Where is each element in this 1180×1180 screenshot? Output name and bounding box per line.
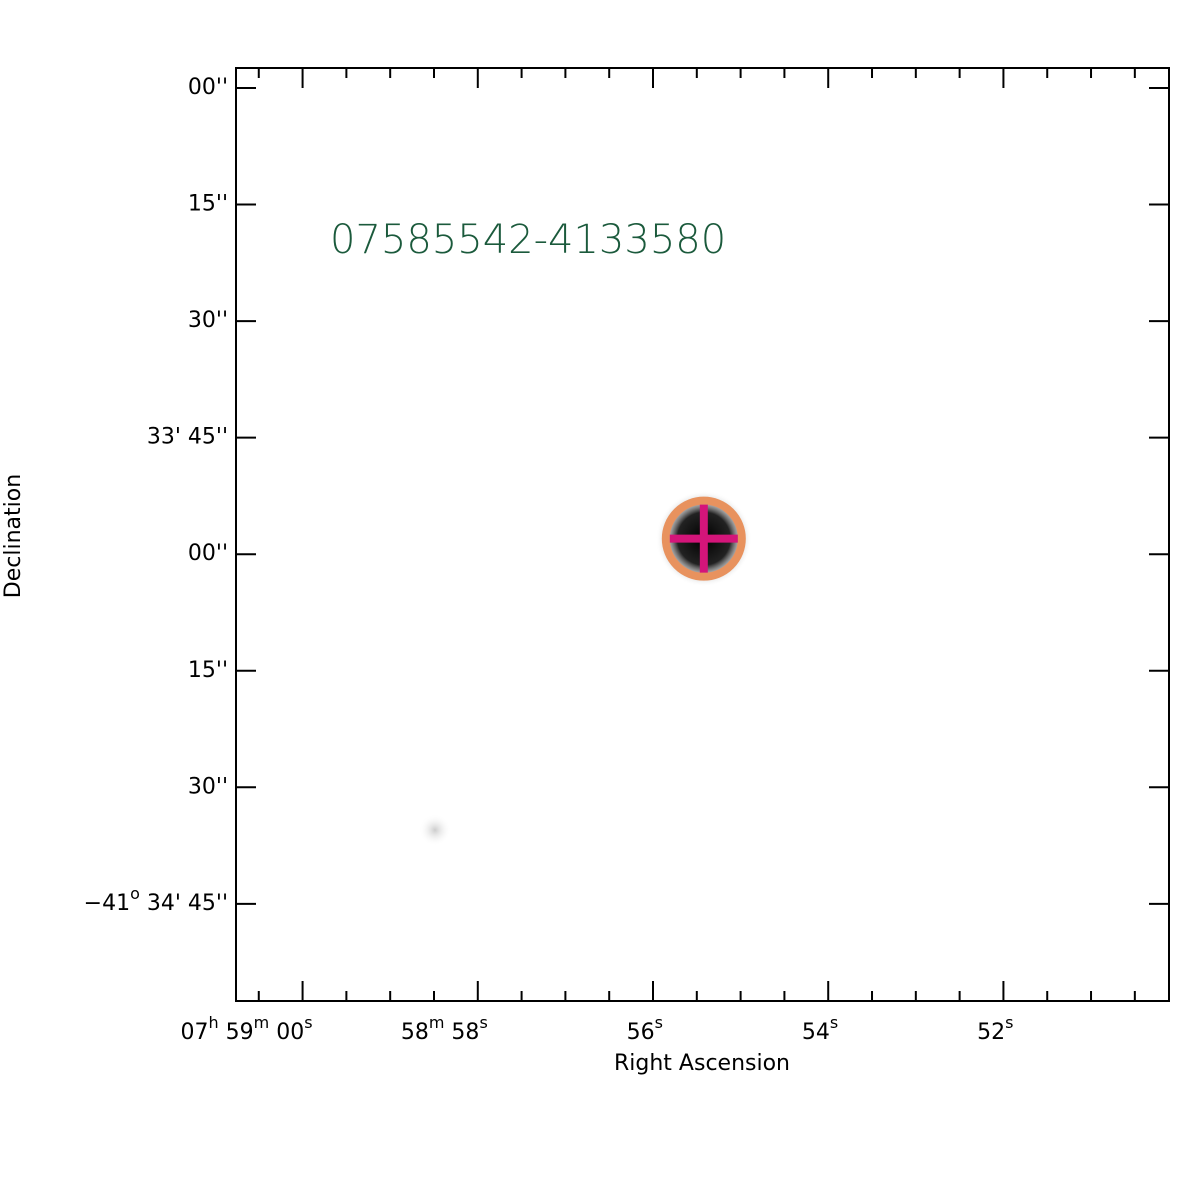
tick-label-part: 54 xyxy=(802,1020,830,1045)
tick-label-part: 56 xyxy=(627,1020,655,1045)
tick-label-part: 58 xyxy=(444,1020,479,1045)
tick-label-part: 15'' xyxy=(188,658,228,683)
source-circle xyxy=(661,496,746,581)
tick-label-part: s xyxy=(655,1013,663,1032)
tick-label-part: 00'' xyxy=(188,75,228,100)
y-axis-label: Declination xyxy=(1,474,26,598)
axes xyxy=(235,67,1170,1002)
tick-label-part: 58 xyxy=(401,1020,429,1045)
tick-label-part: 59 xyxy=(219,1020,254,1045)
tick-label-part: s xyxy=(479,1013,487,1032)
tick-label-part: −41 xyxy=(84,891,130,916)
tick-label: 52s xyxy=(977,1013,1013,1046)
tick-label-part: 15'' xyxy=(188,192,228,217)
faint-star xyxy=(419,814,451,846)
tick-label-part: 07 xyxy=(181,1020,209,1045)
chart-title: 07585542-4133580 xyxy=(330,217,726,263)
tick-label: 30'' xyxy=(188,308,228,333)
tick-label-part: h xyxy=(209,1013,219,1032)
tick-label-part: 00'' xyxy=(188,541,228,566)
tick-label-part: 34' 45'' xyxy=(140,891,228,916)
x-axis-label: Right Ascension xyxy=(614,1051,790,1076)
plot-frame xyxy=(235,67,1170,1002)
tick-label-part: 33' 45'' xyxy=(147,425,228,450)
tick-label: 00'' xyxy=(188,75,228,100)
tick-label-part: 52 xyxy=(977,1020,1005,1045)
tick-label: 30'' xyxy=(188,774,228,799)
tick-label: 15'' xyxy=(188,192,228,217)
tick-label-part: s xyxy=(830,1013,838,1032)
tick-label: 54s xyxy=(802,1013,838,1046)
tick-label-part: m xyxy=(429,1013,445,1032)
tick-label-part: o xyxy=(130,883,140,902)
tick-label: −41o 34' 45'' xyxy=(84,883,228,916)
tick-label-part: s xyxy=(1005,1013,1013,1032)
tick-label-part: 30'' xyxy=(188,774,228,799)
tick-label-part: m xyxy=(254,1013,270,1032)
tick-label-part: s xyxy=(304,1013,312,1032)
tick-label: 33' 45'' xyxy=(147,425,228,450)
tick-label: 15'' xyxy=(188,658,228,683)
tick-label: 58m 58s xyxy=(401,1013,488,1046)
tick-label-part: 00 xyxy=(269,1020,304,1045)
tick-label: 00'' xyxy=(188,541,228,566)
tick-label-part: 30'' xyxy=(188,308,228,333)
tick-label: 07h 59m 00s xyxy=(181,1013,313,1046)
tick-label: 56s xyxy=(627,1013,663,1046)
